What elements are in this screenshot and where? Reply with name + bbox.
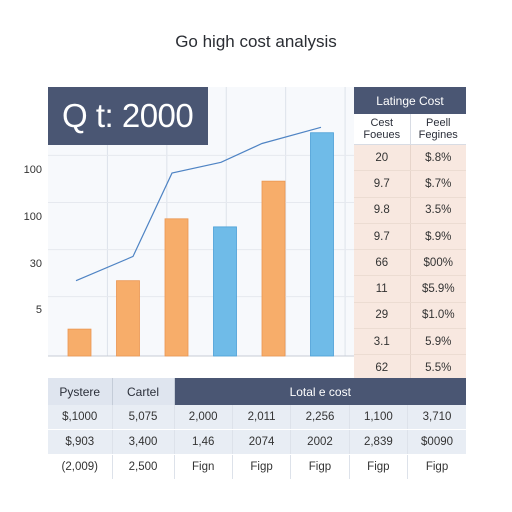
side-cell: $.7% xyxy=(425,177,452,190)
bar-1 xyxy=(67,328,92,357)
table-cell: Fign xyxy=(174,454,233,479)
bar-5 xyxy=(261,180,286,357)
side-cell: 20 xyxy=(354,145,411,171)
table-header-row: Pystere Cartel Lotal e cost xyxy=(48,378,466,405)
bar-2 xyxy=(116,280,140,357)
bar-6 xyxy=(310,132,334,357)
table-cell: 1,100 xyxy=(349,405,409,430)
quarter-banner: Q t: 2000 xyxy=(48,87,208,145)
side-cell: 9.7 xyxy=(354,171,411,197)
side-cell: 66 xyxy=(354,250,411,276)
table-cell: 2,500 xyxy=(112,454,175,479)
table-cell: 3,400 xyxy=(112,429,175,455)
table-cell: 1,46 xyxy=(174,429,233,455)
side-cell: 9.7 xyxy=(354,223,411,250)
side-cell: 5.9% xyxy=(425,335,452,348)
side-cell: $.9% xyxy=(425,230,452,243)
y-tick-label: 100 xyxy=(23,164,42,176)
side-table-row: 3.1 5.9% xyxy=(354,329,466,356)
table-cell: 5,075 xyxy=(112,405,175,430)
side-cell: 29 xyxy=(354,302,411,329)
table-cell: 2002 xyxy=(290,429,350,455)
trend-line xyxy=(75,126,322,282)
table-cell: 2,839 xyxy=(349,429,409,455)
side-col1-label: Cest Foeues xyxy=(354,114,411,144)
y-tick-label: 30 xyxy=(29,258,42,270)
table-cell: 2,011 xyxy=(232,405,292,430)
table-cell: Figp xyxy=(407,454,466,479)
table-cell: (2,009) xyxy=(48,454,113,479)
bar-4 xyxy=(213,226,237,357)
table-cell: $,1000 xyxy=(48,405,113,430)
table-cell: $0090 xyxy=(407,429,466,455)
side-table-header: Latinge Cost xyxy=(354,87,466,114)
header-cell: Cartel xyxy=(112,378,175,405)
side-cell: 5.5% xyxy=(425,362,452,375)
side-table-subheader: Cest Foeues Peell Fegines xyxy=(354,114,466,145)
side-cell: 3.5% xyxy=(425,204,452,217)
side-cost-table: Latinge Cost Cest Foeues Peell Fegines 2… xyxy=(354,87,466,382)
cost-summary-table: Pystere Cartel Lotal e cost $,1000 5,075… xyxy=(48,378,466,479)
side-cell: 62 xyxy=(354,355,411,381)
side-table-row: 29 $1.0% xyxy=(354,302,466,330)
chart-title: Go high cost analysis xyxy=(175,32,337,51)
side-table-row: 66 $00% xyxy=(354,250,466,277)
table-cell: $,903 xyxy=(48,429,113,455)
table-cell: 2074 xyxy=(232,429,292,455)
side-table-row: 9.7 $.7% xyxy=(354,171,466,198)
side-cell: $00% xyxy=(423,256,453,269)
side-table-row: 20 $.8% xyxy=(354,145,466,172)
table-cell: 3,710 xyxy=(407,405,466,430)
table-cell: 2,256 xyxy=(290,405,350,430)
side-table-row: 9.8 3.5% xyxy=(354,197,466,224)
table-cell: Figp xyxy=(290,454,350,479)
side-cell: $5.9% xyxy=(421,283,455,296)
side-cell: $1.0% xyxy=(421,309,455,322)
side-cell: $.8% xyxy=(425,151,452,164)
chart-bars xyxy=(67,132,334,357)
side-col2-label: Peell Fegines xyxy=(418,117,458,141)
table-cell: Figp xyxy=(232,454,292,479)
y-tick-label: 5 xyxy=(35,304,42,316)
table-row: (2,009) 2,500 Fign Figp Figp Figp Figp xyxy=(48,454,466,479)
table-row: $,903 3,400 1,46 2074 2002 2,839 $0090 xyxy=(48,429,466,455)
bar-3 xyxy=(164,218,189,357)
y-tick-label: 100 xyxy=(23,211,42,223)
header-cell: Pystere xyxy=(48,378,113,405)
header-cell: Lotal e cost xyxy=(174,378,466,405)
table-cell: Figp xyxy=(349,454,409,479)
side-cell: 3.1 xyxy=(354,329,411,355)
side-table-row: 9.7 $.9% xyxy=(354,223,466,251)
table-row: $,1000 5,075 2,000 2,011 2,256 1,100 3,7… xyxy=(48,405,466,430)
table-cell: 2,000 xyxy=(174,405,233,430)
side-table-row: 62 5.5% xyxy=(354,355,466,382)
side-cell: 9.8 xyxy=(354,197,411,223)
side-cell: 11 xyxy=(354,276,411,302)
side-table-row: 11 $5.9% xyxy=(354,276,466,303)
